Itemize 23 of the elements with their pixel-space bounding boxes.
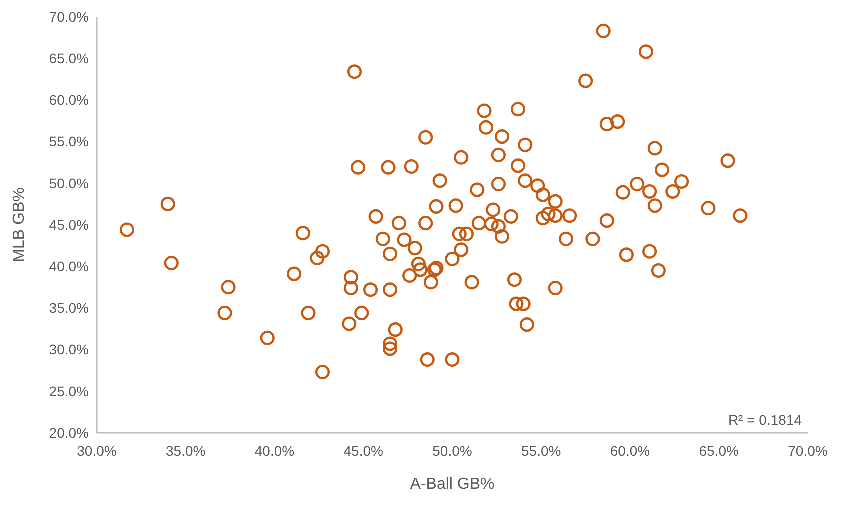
x-tick-label: 45.0%: [344, 443, 384, 459]
y-tick-label: 65.0%: [49, 50, 89, 66]
x-tick-label: 40.0%: [254, 443, 295, 459]
x-tick-label: 70.0%: [788, 443, 828, 459]
y-tick-label: 35.0%: [49, 300, 89, 316]
x-tick-label: 30.0%: [77, 443, 117, 459]
y-tick-label: 70.0%: [49, 8, 89, 25]
x-tick-label: 55.0%: [522, 443, 562, 459]
y-axis-title: MLB GB%: [11, 188, 28, 262]
x-axis-title: A-Ball GB%: [410, 476, 495, 493]
x-tick-label: 65.0%: [699, 443, 739, 459]
annotation: R² = 0.1814: [728, 412, 802, 428]
y-tick-label: 25.0%: [49, 383, 89, 400]
y-tick-label: 20.0%: [49, 424, 89, 441]
x-tick-label: 35.0%: [166, 443, 206, 459]
x-tick-label: 50.0%: [432, 443, 472, 459]
y-tick-label: 55.0%: [49, 134, 89, 150]
y-tick-label: 30.0%: [49, 342, 89, 358]
y-tick-label: 40.0%: [49, 258, 89, 274]
y-tick-label: 45.0%: [49, 216, 89, 233]
y-tick-label: 50.0%: [49, 175, 89, 192]
x-tick-label: 60.0%: [610, 443, 650, 459]
y-tick-label: 60.0%: [49, 92, 89, 108]
